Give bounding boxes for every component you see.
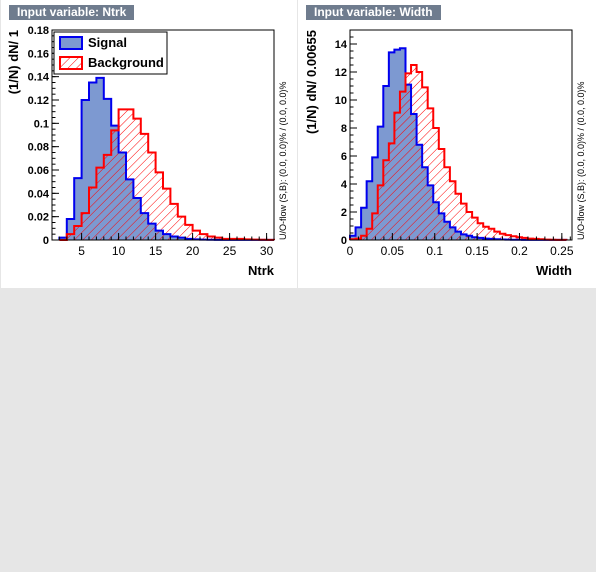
y-tick-label-width: 14 bbox=[335, 39, 348, 51]
y-tick-label-ntrk: 0.1 bbox=[34, 118, 49, 130]
legend-swatch-background bbox=[59, 56, 83, 70]
y-tick-label-width: 2 bbox=[341, 207, 347, 219]
background-hatch-width bbox=[350, 65, 567, 240]
y-tick-label-ntrk: 0.18 bbox=[28, 25, 49, 37]
overflow-label-width: U/O-flow (S,B): (0.0, 0.0)% / (0.0, 0.0)… bbox=[576, 81, 586, 240]
background-line-ntrk bbox=[59, 108, 275, 241]
y-tick-label-ntrk: 0.14 bbox=[28, 72, 50, 84]
x-tick-label-width: 0.1 bbox=[426, 244, 443, 258]
y-tick-label-ntrk: 0 bbox=[43, 235, 49, 247]
y-tick-label-width: 6 bbox=[341, 151, 347, 163]
legend-label-signal: Signal bbox=[88, 35, 127, 50]
legend-label-background: Background bbox=[88, 55, 164, 70]
y-tick-label-width: 8 bbox=[341, 123, 347, 135]
panel-tag-width: Input variable: Width bbox=[306, 5, 441, 20]
x-tick-label-ntrk: 5 bbox=[78, 244, 85, 258]
background-hatch-ntrk bbox=[59, 109, 275, 240]
x-tick-label-ntrk: 15 bbox=[149, 244, 163, 258]
y-tick-label-ntrk: 0.02 bbox=[28, 212, 49, 224]
y-tick-label-ntrk: 0.08 bbox=[28, 142, 49, 154]
y-tick-label-width: 4 bbox=[341, 179, 348, 191]
y-axis-label-ntrk: (1/N) dN/ 1 bbox=[6, 30, 21, 94]
x-axis-label-width: Width bbox=[536, 263, 572, 278]
y-tick-label-ntrk: 0.12 bbox=[28, 95, 49, 107]
x-tick-label-ntrk: 25 bbox=[223, 244, 237, 258]
overflow-label-ntrk: U/O-flow (S,B): (0.0, 0.0)% / (0.0, 0.0)… bbox=[278, 81, 288, 240]
y-tick-label-ntrk: 0.04 bbox=[28, 188, 50, 200]
x-tick-label-ntrk: 20 bbox=[186, 244, 200, 258]
x-axis-label-ntrk: Ntrk bbox=[248, 263, 275, 278]
x-tick-label-width: 0.25 bbox=[550, 244, 574, 258]
y-tick-label-width: 10 bbox=[335, 95, 347, 107]
y-tick-label-width: 12 bbox=[335, 67, 347, 79]
x-tick-label-width: 0.05 bbox=[381, 244, 405, 258]
x-tick-label-width: 0.15 bbox=[465, 244, 489, 258]
legend-swatch-signal bbox=[59, 36, 83, 50]
x-tick-label-ntrk: 30 bbox=[260, 244, 274, 258]
y-tick-label-ntrk: 0.06 bbox=[28, 165, 49, 177]
x-tick-label-ntrk: 10 bbox=[112, 244, 126, 258]
y-tick-label-width: 0 bbox=[341, 235, 347, 247]
x-tick-label-width: 0.2 bbox=[511, 244, 528, 258]
y-axis-label-width: (1/N) dN/ 0.00655 bbox=[304, 30, 319, 134]
y-tick-label-ntrk: 0.16 bbox=[28, 48, 49, 60]
panel-tag-ntrk: Input variable: Ntrk bbox=[9, 5, 135, 20]
x-tick-label-width: 0 bbox=[347, 244, 354, 258]
